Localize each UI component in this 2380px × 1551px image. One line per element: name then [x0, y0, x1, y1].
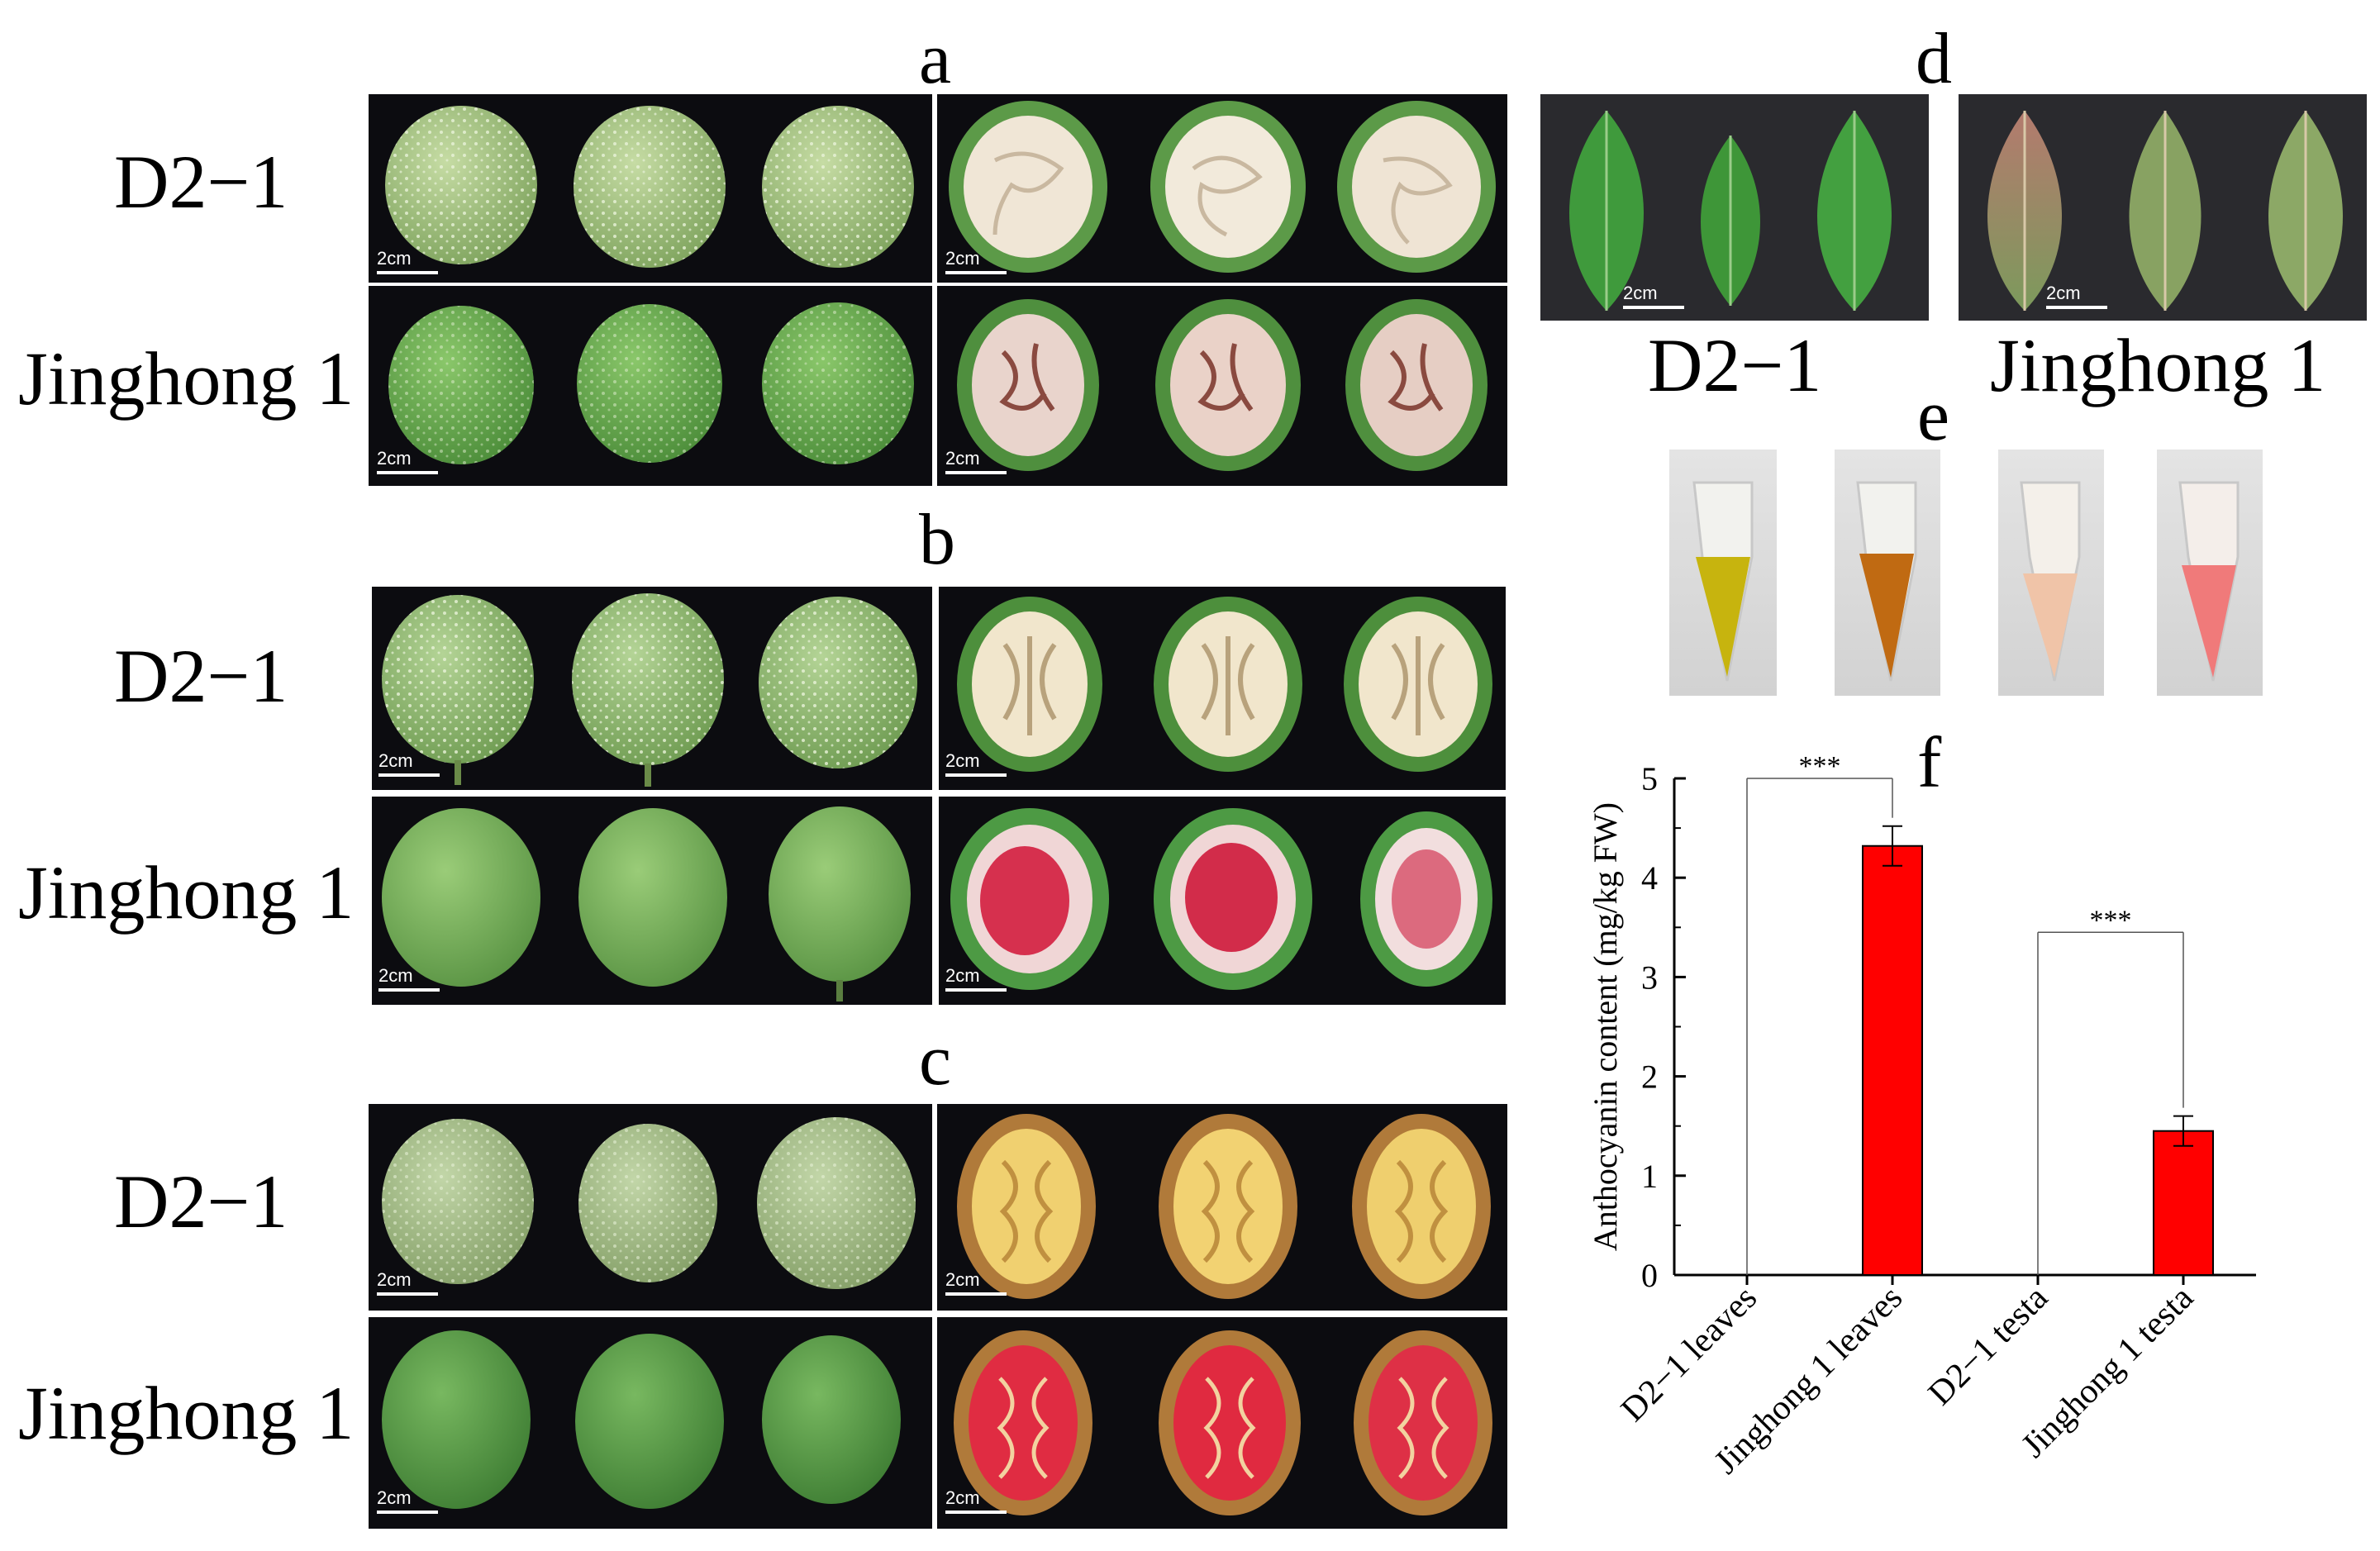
tube-3 [1998, 450, 2104, 696]
photo-b-jinghong-cut-fruits: 2cm [939, 797, 1506, 1005]
whole-fruits-image [382, 593, 917, 787]
whole-fruits-image [385, 106, 914, 268]
y-tick-label: 1 [1641, 1158, 1658, 1195]
photo-c-d2-kernels: 2cm [937, 1104, 1507, 1311]
row-label-c-jinghong: Jinghong 1 [18, 1371, 355, 1455]
tube-4 [2157, 450, 2263, 696]
kernel-image [954, 1330, 1492, 1515]
scale-bar: 2cm [377, 248, 438, 274]
row-label-a-d2: D2−1 [114, 140, 288, 224]
significance-label: *** [2090, 905, 2132, 935]
bar [1862, 844, 1923, 1276]
label-d-jinghong: Jinghong 1 [1990, 323, 2326, 407]
panel-letter-d: d [1916, 19, 1952, 99]
scale-bar: 2cm [945, 750, 1007, 777]
y-tick-label: 3 [1641, 959, 1658, 996]
bar [2153, 1130, 2214, 1276]
photo-a-d2-cut-fruits: 2cm [937, 94, 1507, 283]
tube-1 [1669, 450, 1777, 696]
panel-letter-e: e [1917, 376, 1950, 456]
x-tick-label: D2−1 leaves [1614, 1279, 1764, 1430]
panel-f-bar-chart: 0 1 2 3 4 5 Anthocyanin content (mg/kg FW) D2−1… [1587, 752, 2256, 1482]
panel-letter-c: c [919, 1021, 952, 1101]
y-tick-label: 2 [1641, 1059, 1658, 1096]
label-d-d2: D2−1 [1648, 323, 1822, 407]
panel-letter-a: a [919, 19, 952, 99]
scale-bar: 2cm [377, 1269, 438, 1296]
photo-c-jinghong-whole-fruits: 2cm [369, 1317, 932, 1529]
whole-fruits-image [382, 1330, 901, 1509]
photo-a-d2-whole-fruits: 2cm [369, 94, 932, 283]
whole-fruits-image [388, 302, 914, 464]
scale-bar: 2cm [945, 965, 1007, 992]
x-tick-label: D2−1 testa [1921, 1278, 2056, 1413]
row-label-a-jinghong: Jinghong 1 [18, 336, 355, 421]
scale-bar: 2cm [945, 248, 1007, 274]
y-axis-label: Anthocyanin content (mg/kg FW) [1587, 802, 1624, 1251]
photo-a-jinghong-whole-fruits: 2cm [369, 286, 932, 486]
photo-d-d2-leaves: 2cm [1540, 94, 1929, 321]
photo-c-jinghong-kernels: 2cm [937, 1317, 1507, 1529]
scale-bar: 2cm [377, 448, 438, 474]
panel-letter-b: b [919, 500, 955, 580]
y-tick-label: 0 [1641, 1257, 1658, 1294]
scale-bar: 2cm [1623, 283, 1684, 309]
row-label-c-d2: D2−1 [114, 1159, 288, 1244]
significance-label: *** [1799, 752, 1841, 782]
scale-bar: 2cm [945, 1487, 1007, 1514]
cut-fruits-image [950, 808, 1492, 990]
cut-fruits-image [957, 597, 1492, 772]
panel-letter-f: f [1917, 723, 1942, 803]
row-label-b-d2: D2−1 [114, 634, 288, 718]
panel-e-tubes [1669, 450, 2263, 696]
scale-bar: 2cm [378, 965, 440, 992]
cut-fruits-image [949, 101, 1496, 273]
row-label-b-jinghong: Jinghong 1 [18, 850, 355, 935]
leaves-image [1569, 111, 1892, 311]
leaves-image [1987, 111, 2343, 311]
scale-bar: 2cm [2046, 283, 2107, 309]
whole-fruits-image [382, 806, 911, 1001]
photo-a-jinghong-cut-fruits: 2cm [937, 286, 1507, 486]
photo-b-jinghong-whole-fruits: 2cm [372, 797, 932, 1005]
photo-c-d2-whole-fruits: 2cm [369, 1104, 932, 1311]
scale-bar: 2cm [377, 1487, 438, 1514]
kernel-image [957, 1114, 1491, 1299]
photo-d-jinghong-leaves: 2cm [1959, 94, 2367, 321]
scale-bar: 2cm [945, 448, 1007, 474]
whole-fruits-image [382, 1117, 916, 1289]
photo-b-d2-cut-fruits: 2cm [939, 587, 1506, 790]
y-tick-label: 5 [1641, 760, 1658, 797]
y-tick-label: 4 [1641, 859, 1658, 897]
tube-2 [1835, 450, 1940, 696]
scale-bar: 2cm [378, 750, 440, 777]
scale-bar: 2cm [945, 1269, 1007, 1296]
cut-fruits-image [957, 299, 1488, 471]
photo-b-d2-whole-fruits: 2cm [372, 587, 932, 790]
